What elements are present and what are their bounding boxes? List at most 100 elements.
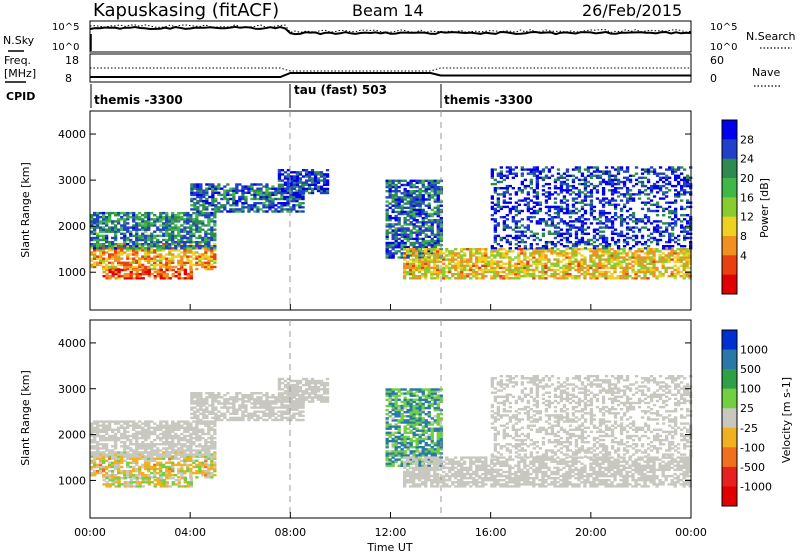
velocity-cell — [111, 430, 115, 434]
power-cell — [454, 258, 458, 261]
power-cell — [195, 257, 199, 260]
power-cell — [668, 238, 672, 242]
power-cell — [418, 231, 422, 234]
power-cell — [171, 255, 175, 258]
power-cell — [421, 223, 425, 226]
power-cell — [661, 256, 665, 259]
power-cell — [202, 199, 206, 203]
power-cell — [316, 177, 321, 180]
power-cell — [177, 263, 181, 267]
power-cell — [388, 256, 392, 259]
power-cell — [547, 197, 552, 200]
velocity-cell — [108, 426, 112, 429]
power-cell — [144, 251, 148, 254]
power-cell — [601, 245, 606, 248]
power-cell — [400, 225, 404, 228]
power-cell — [141, 245, 145, 248]
power-cell — [634, 234, 639, 238]
power-cell — [604, 245, 609, 248]
power-cell — [226, 199, 230, 203]
power-cell — [619, 214, 624, 217]
power-cell — [135, 230, 139, 233]
power-cell — [108, 255, 112, 258]
power-cell — [286, 204, 290, 207]
power-cell — [544, 262, 548, 265]
power-cell — [637, 240, 642, 244]
velocity-cell — [123, 426, 127, 429]
power-cell — [502, 252, 506, 255]
power-cell — [607, 218, 612, 221]
power-cell — [388, 181, 392, 185]
power-cell — [409, 202, 413, 205]
power-cell — [168, 218, 172, 221]
power-cell — [397, 243, 401, 247]
power-cell — [391, 216, 395, 220]
power-cell — [123, 261, 127, 264]
power-cell — [601, 199, 606, 202]
power-cell — [412, 243, 416, 247]
power-cell — [520, 174, 524, 177]
power-cell — [535, 203, 539, 206]
power-cell — [132, 261, 136, 264]
power-cell — [583, 195, 588, 198]
power-cell — [397, 223, 401, 226]
power-cell — [90, 230, 94, 233]
power-cell — [394, 192, 398, 195]
power-cell — [286, 183, 290, 186]
power-cell — [217, 208, 221, 211]
velocity-cell — [195, 465, 199, 469]
power-cell — [646, 170, 651, 173]
power-cell — [637, 264, 641, 267]
power-cell — [535, 180, 539, 184]
power-cell — [286, 189, 291, 193]
power-cell — [394, 179, 398, 182]
power-cell — [682, 264, 686, 267]
power-cell — [394, 241, 398, 245]
power-cell — [505, 238, 509, 242]
power-cell — [210, 226, 214, 229]
power-cell — [99, 245, 103, 248]
power-cell — [496, 222, 500, 225]
velocity-cell — [126, 447, 130, 450]
power-cell — [547, 258, 551, 261]
power-cell — [126, 230, 130, 233]
power-cell — [568, 240, 573, 244]
power-cell — [532, 189, 536, 192]
power-cell — [108, 211, 112, 215]
power-cell — [604, 250, 608, 253]
power-cell — [244, 199, 248, 203]
power-cell — [646, 220, 651, 223]
power-cell — [129, 272, 133, 276]
power-cell — [283, 181, 288, 184]
power-cell — [436, 258, 440, 261]
power-cell — [159, 249, 163, 252]
power-cell — [668, 216, 672, 219]
power-cell — [523, 262, 527, 265]
power-cell — [198, 230, 202, 233]
power-cell — [562, 258, 566, 261]
velocity-cell — [117, 481, 121, 484]
power-cell — [292, 175, 297, 178]
power-cell — [132, 257, 136, 260]
power-cell — [421, 225, 425, 228]
power-cell — [301, 181, 306, 184]
velocity-cell — [153, 474, 157, 477]
power-cell — [550, 262, 554, 265]
velocity-cell — [111, 477, 115, 480]
power-cell — [550, 193, 555, 196]
power-cell — [409, 277, 413, 280]
power-cell — [195, 236, 199, 240]
power-cell — [607, 254, 611, 257]
velocity-cell — [108, 424, 112, 427]
velocity-cell — [189, 455, 193, 458]
power-cell — [232, 189, 236, 192]
power-cell — [625, 268, 629, 272]
power-cell — [415, 277, 419, 280]
velocity-cell — [204, 474, 208, 477]
power-cell — [553, 207, 558, 211]
power-cell — [424, 258, 428, 261]
power-cell — [505, 266, 509, 270]
power-cell — [277, 210, 281, 213]
power-cell — [406, 200, 410, 203]
power-cell — [193, 204, 197, 207]
